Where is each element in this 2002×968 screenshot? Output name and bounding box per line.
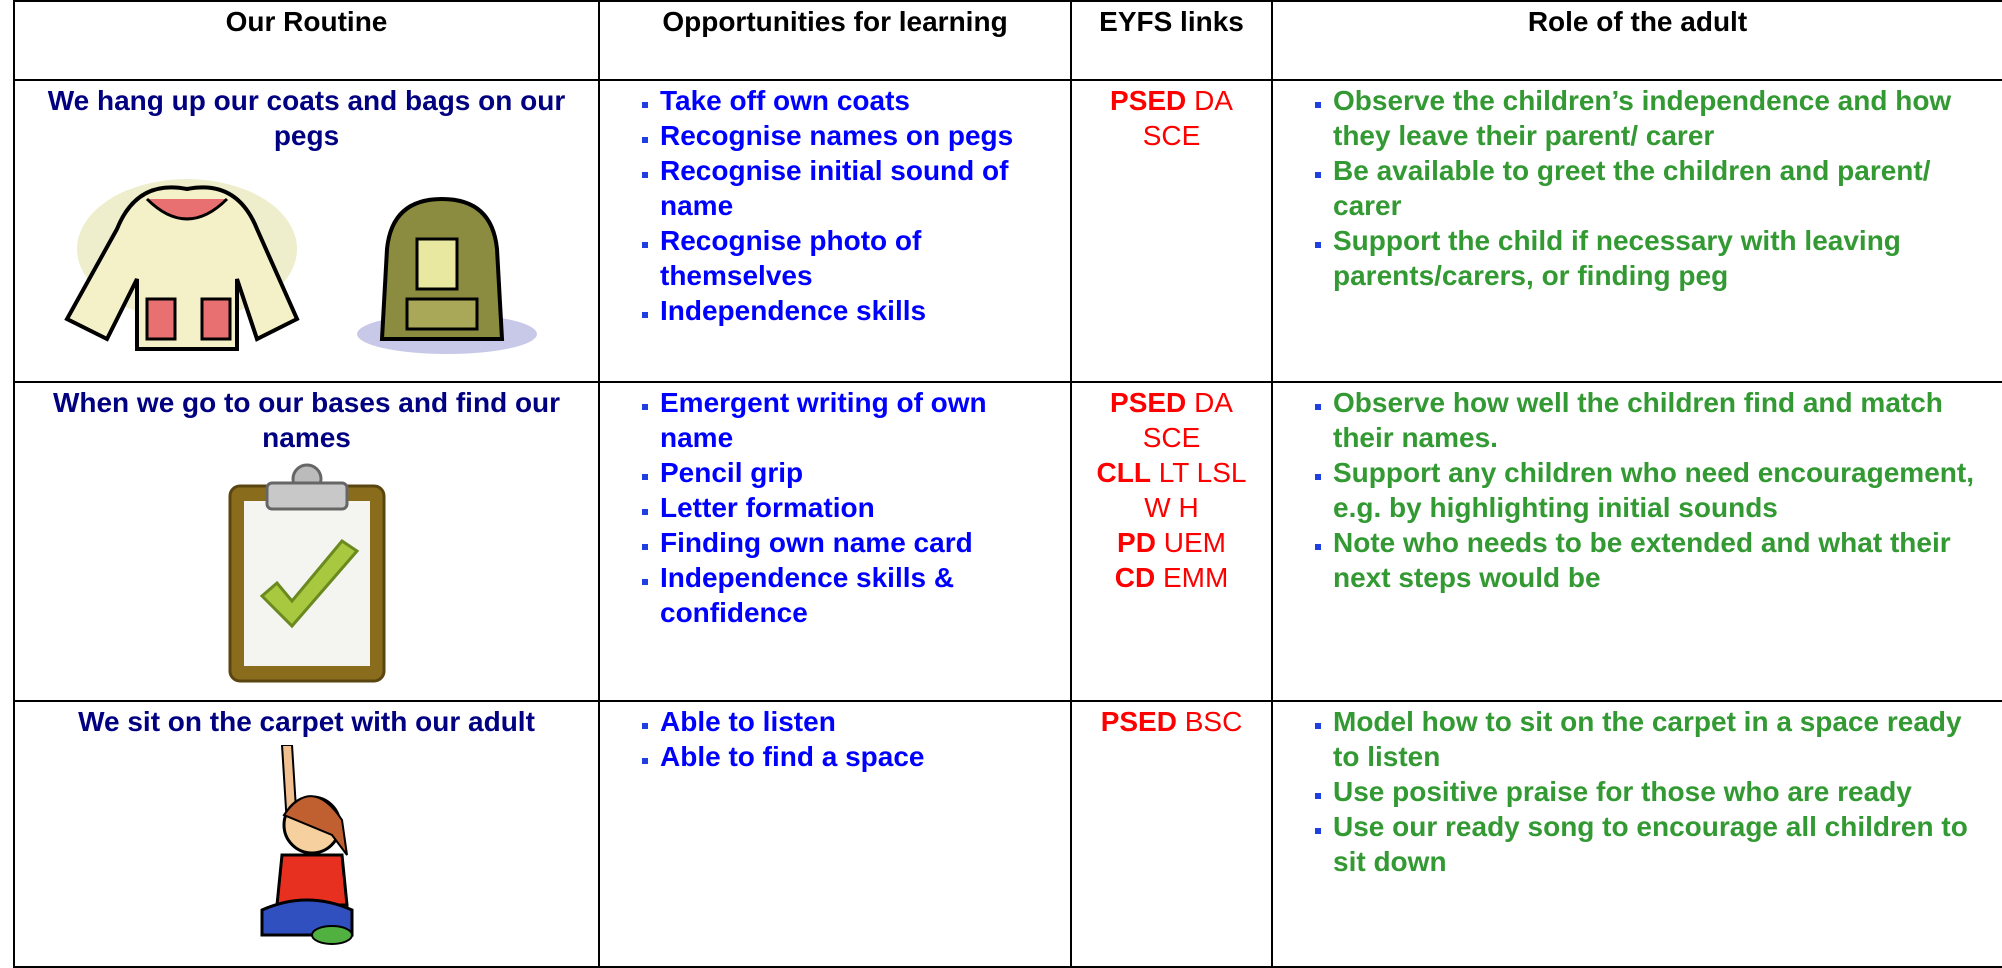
role-list: Model how to sit on the carpet in a spac… xyxy=(1281,704,1994,879)
eyfs-areas: BSC xyxy=(1184,706,1243,737)
table-row: We sit on the carpet with our adult Able… xyxy=(13,700,2002,968)
opportunity-item: Emergent writing of own name xyxy=(660,385,1062,455)
opportunity-item: Recognise photo of themselves xyxy=(660,223,1062,293)
opportunities-list: Able to listenAble to find a space xyxy=(608,704,1062,774)
column-header: Role of the adult xyxy=(1271,0,2002,81)
opportunities-cell: Emergent writing of own namePencil gripL… xyxy=(598,381,1072,702)
eyfs-code: PD xyxy=(1117,527,1156,558)
role-item: Use positive praise for those who are re… xyxy=(1333,774,1994,809)
child-picture xyxy=(260,745,353,945)
eyfs-areas: DA SCE xyxy=(1142,387,1233,453)
role-item: Observe how well the children find and m… xyxy=(1333,385,1994,455)
opportunity-item: Independence skills & confidence xyxy=(660,560,1062,630)
opportunity-item: Finding own name card xyxy=(660,525,1062,560)
opportunity-item: Independence skills xyxy=(660,293,1062,328)
routine-text: When we go to our bases and find our nam… xyxy=(52,387,561,453)
role-item: Support any children who need encouragem… xyxy=(1333,455,1994,525)
opportunity-item: Able to listen xyxy=(660,704,1062,739)
eyfs-link: CD EMM xyxy=(1080,560,1263,595)
opportunities-cell: Able to listenAble to find a space xyxy=(598,700,1072,968)
eyfs-cell: PSED BSC xyxy=(1070,700,1273,968)
table-row: When we go to our bases and find our nam… xyxy=(13,381,2002,702)
opportunities-list: Take off own coatsRecognise names on peg… xyxy=(608,83,1062,328)
opportunities-list: Emergent writing of own namePencil gripL… xyxy=(608,385,1062,630)
opportunities-cell: Take off own coatsRecognise names on peg… xyxy=(598,79,1072,383)
coat-and-bag-picture xyxy=(63,179,537,354)
clipboard-picture xyxy=(228,463,385,683)
eyfs-link: PD UEM xyxy=(1080,525,1263,560)
role-item: Note who needs to be extended and what t… xyxy=(1333,525,1994,595)
eyfs-code: PSED xyxy=(1100,706,1177,737)
role-cell: Observe how well the children find and m… xyxy=(1271,381,2002,702)
routine-cell: We hang up our coats and bags on our peg… xyxy=(13,79,600,383)
eyfs-cell: PSED DA SCE CLL LT LSL W H PD UEM CD EMM xyxy=(1070,381,1273,702)
routine-cell: When we go to our bases and find our nam… xyxy=(13,381,600,702)
role-cell: Model how to sit on the carpet in a spac… xyxy=(1271,700,2002,968)
role-list: Observe how well the children find and m… xyxy=(1281,385,1994,595)
opportunity-item: Pencil grip xyxy=(660,455,1062,490)
opportunity-item: Letter formation xyxy=(660,490,1062,525)
eyfs-areas: DA SCE xyxy=(1142,85,1233,151)
header-row: Our Routine Opportunities for learning EYF… xyxy=(13,0,2002,81)
column-header: Opportunities for learning xyxy=(598,0,1072,81)
eyfs-areas: LT LSL W H xyxy=(1144,457,1247,523)
eyfs-code: PSED xyxy=(1110,387,1187,418)
eyfs-link: PSED DA SCE xyxy=(1080,83,1263,153)
table-row: We hang up our coats and bags on our peg… xyxy=(13,79,2002,383)
eyfs-link: PSED BSC xyxy=(1080,704,1263,739)
column-header: Our Routine xyxy=(13,0,600,81)
eyfs-link: PSED DA SCE xyxy=(1080,385,1263,455)
opportunity-item: Recognise names on pegs xyxy=(660,118,1062,153)
column-header: EYFS links xyxy=(1070,0,1273,81)
eyfs-areas: UEM xyxy=(1163,527,1226,558)
eyfs-code: PSED xyxy=(1110,85,1187,116)
eyfs-code: CLL xyxy=(1096,457,1151,488)
eyfs-areas: EMM xyxy=(1162,562,1229,593)
eyfs-link: CLL LT LSL W H xyxy=(1080,455,1263,525)
role-item: Be available to greet the children and p… xyxy=(1333,153,1994,223)
role-item: Support the child if necessary with leav… xyxy=(1333,223,1994,293)
opportunity-item: Recognise initial sound of name xyxy=(660,153,1062,223)
role-item: Observe the children’s independence and … xyxy=(1333,83,1994,153)
eyfs-code: CD xyxy=(1114,562,1156,593)
eyfs-cell: PSED DA SCE xyxy=(1070,79,1273,383)
role-list: Observe the children’s independence and … xyxy=(1281,83,1994,293)
routine-table: Our Routine Opportunities for learning EYF… xyxy=(13,0,2002,968)
routine-cell: We sit on the carpet with our adult xyxy=(13,700,600,968)
opportunity-item: Able to find a space xyxy=(660,739,1062,774)
role-cell: Observe the children’s independence and … xyxy=(1271,79,2002,383)
routine-text: We hang up our coats and bags on our peg… xyxy=(47,85,566,151)
opportunity-item: Take off own coats xyxy=(660,83,1062,118)
role-item: Use our ready song to encourage all chil… xyxy=(1333,809,1994,879)
routine-text: We sit on the carpet with our adult xyxy=(78,706,535,737)
role-item: Model how to sit on the carpet in a spac… xyxy=(1333,704,1994,774)
page: Our Routine Opportunities for learning EYF… xyxy=(0,0,2002,947)
